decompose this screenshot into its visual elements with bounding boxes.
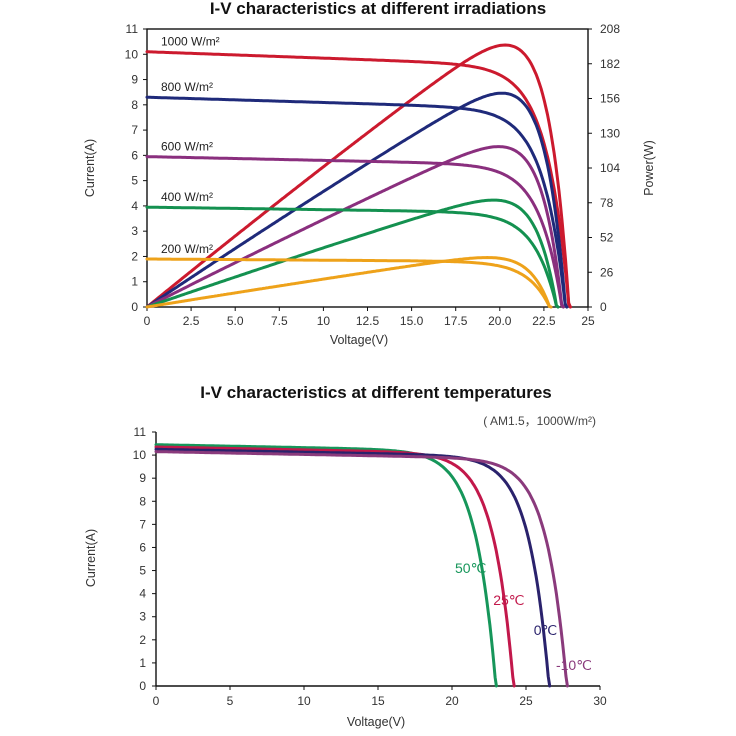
y-tick-label: 11 <box>134 425 147 439</box>
power-curve <box>145 198 560 309</box>
y2-tick-label: 104 <box>600 161 620 175</box>
series-label: 400 W/m² <box>161 190 213 204</box>
current-curve <box>145 257 553 309</box>
y-tick-label: 10 <box>133 448 147 462</box>
x-tick-label: 2.5 <box>183 314 200 328</box>
series-label: 1000 W/m² <box>161 35 220 49</box>
y-tick-label: 9 <box>131 73 138 87</box>
chart-title: I-V characteristics at different tempera… <box>200 383 551 402</box>
y2-tick-label: 0 <box>600 300 607 314</box>
x-tick-label: 0 <box>144 314 151 328</box>
series-label: 0℃ <box>534 622 558 638</box>
y-tick-label: 2 <box>139 633 146 647</box>
series-label: 800 W/m² <box>161 80 213 94</box>
x-tick-label: 22.5 <box>532 314 556 328</box>
x-axis: 0 2.5 5.0 7.5 10 12.5 15.0 17.5 20.0 22.5 25 <box>144 307 595 328</box>
y2-tick-label: 208 <box>600 22 620 36</box>
y2-axis: 0 26 52 78 104 130 156 182 208 <box>588 22 620 314</box>
y-tick-label: 1 <box>139 656 146 670</box>
y-tick-label: 3 <box>139 610 146 624</box>
y2-tick-label: 182 <box>600 57 620 71</box>
y-tick-label: 5 <box>131 174 138 188</box>
y2-tick-label: 52 <box>600 231 614 245</box>
x-tick-label: 15 <box>371 694 385 708</box>
x-tick-label: 12.5 <box>356 314 380 328</box>
y-tick-label: 2 <box>131 249 138 263</box>
y-tick-label: 8 <box>139 494 146 508</box>
y-tick-label: 0 <box>131 300 138 314</box>
y-axis-label: Current(A) <box>84 529 98 587</box>
y-tick-label: 10 <box>125 47 139 61</box>
y2-tick-label: 78 <box>600 196 614 210</box>
series-label: -10℃ <box>556 657 592 673</box>
current-curve <box>145 95 569 309</box>
y-tick-label: 4 <box>139 587 146 601</box>
y-axis: 0 1 2 3 4 5 6 7 8 9 10 11 <box>125 22 147 314</box>
y-tick-label: 6 <box>139 540 146 554</box>
series-label: 25℃ <box>493 592 524 608</box>
x-tick-label: 30 <box>593 694 607 708</box>
chart-irradiation: I-V characteristics at different irradia… <box>83 0 656 347</box>
x-tick-label: 0 <box>153 694 160 708</box>
power-curve <box>145 145 565 309</box>
current-curve <box>154 445 516 688</box>
y-tick-label: 8 <box>131 98 138 112</box>
series-label: 600 W/m² <box>161 140 213 154</box>
current-curve <box>145 50 572 309</box>
y2-tick-label: 156 <box>600 92 620 106</box>
current-curve <box>145 155 565 309</box>
x-tick-label: 5 <box>227 694 234 708</box>
y-tick-label: 7 <box>131 123 138 137</box>
current-curve <box>154 450 569 688</box>
y-axis-label: Current(A) <box>83 139 97 197</box>
y-tick-label: 3 <box>131 224 138 238</box>
y-tick-label: 6 <box>131 148 138 162</box>
x-axis: 0 5 10 15 20 25 30 <box>153 686 607 708</box>
power-curve <box>145 256 553 309</box>
x-tick-label: 7.5 <box>271 314 288 328</box>
x-axis-label: Voltage(V) <box>330 333 388 347</box>
series-group <box>145 43 572 309</box>
y-axis: 0 1 2 3 4 5 6 7 8 9 10 11 <box>133 425 156 693</box>
series-labels: 50℃ 25℃ 0℃ -10℃ <box>455 560 592 673</box>
x-axis-label: Voltage(V) <box>347 715 405 729</box>
x-tick-label: 20.0 <box>488 314 512 328</box>
y2-axis-label: Power(W) <box>642 140 656 196</box>
chart-title: I-V characteristics at different irradia… <box>210 0 546 18</box>
y-tick-label: 9 <box>139 471 146 485</box>
series-label: 200 W/m² <box>161 242 213 256</box>
chart-subtitle: ( AM1.5，1000W/m²) <box>483 414 596 428</box>
series-labels: 1000 W/m² 800 W/m² 600 W/m² 400 W/m² 200 W/m… <box>161 35 220 256</box>
y2-tick-label: 130 <box>600 126 620 140</box>
current-curve <box>145 205 560 309</box>
y2-tick-label: 26 <box>600 265 614 279</box>
x-tick-label: 25 <box>581 314 595 328</box>
power-curve <box>145 43 572 309</box>
y-tick-label: 7 <box>139 517 146 531</box>
chart-temperature: I-V characteristics at different tempera… <box>84 383 607 729</box>
current-curve <box>154 443 498 688</box>
x-tick-label: 10 <box>297 694 311 708</box>
x-tick-label: 17.5 <box>444 314 468 328</box>
x-tick-label: 25 <box>519 694 533 708</box>
y-tick-label: 4 <box>131 199 138 213</box>
x-tick-label: 5.0 <box>227 314 244 328</box>
x-tick-label: 10 <box>317 314 331 328</box>
x-tick-label: 20 <box>445 694 459 708</box>
current-curve <box>154 447 552 688</box>
y-tick-label: 11 <box>126 22 139 36</box>
series-group <box>154 443 569 688</box>
x-tick-label: 15.0 <box>400 314 424 328</box>
series-label: 50℃ <box>455 560 486 576</box>
y-tick-label: 0 <box>139 679 146 693</box>
y-tick-label: 1 <box>131 275 138 289</box>
y-tick-label: 5 <box>139 564 146 578</box>
